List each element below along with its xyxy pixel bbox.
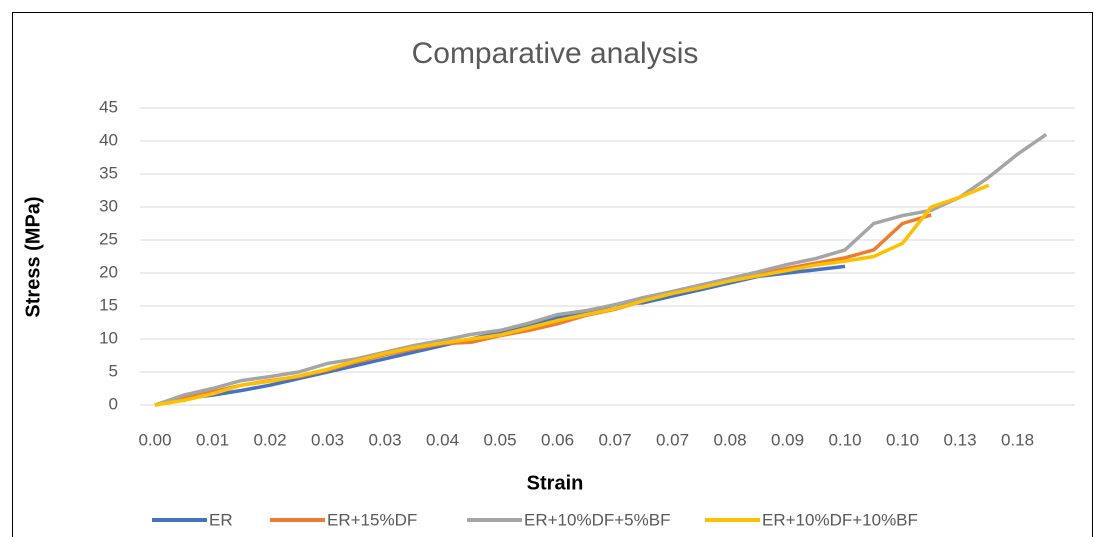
y-tick-label: 15 xyxy=(99,295,118,314)
legend-label: ER xyxy=(209,510,233,529)
x-tick-label: 0.13 xyxy=(943,430,976,449)
y-tick-label: 30 xyxy=(99,196,118,215)
y-tick-label: 40 xyxy=(99,130,118,149)
x-tick-label: 0.06 xyxy=(541,430,574,449)
legend-label: ER+10%DF+5%BF xyxy=(524,510,670,529)
x-axis-label: Strain xyxy=(527,472,584,494)
x-tick-label: 0.00 xyxy=(138,430,171,449)
x-tick-label: 0.01 xyxy=(196,430,229,449)
x-tick-label: 0.07 xyxy=(656,430,689,449)
x-tick-label: 0.08 xyxy=(713,430,746,449)
x-tick-label: 0.10 xyxy=(886,430,919,449)
y-axis-label: Stress (MPa) xyxy=(22,196,44,317)
x-tick-label: 0.10 xyxy=(828,430,861,449)
legend-label: ER+10%DF+10%BF xyxy=(762,510,918,529)
x-tick-label: 0.03 xyxy=(368,430,401,449)
x-tick-label: 0.18 xyxy=(1001,430,1034,449)
y-tick-label: 25 xyxy=(99,229,118,248)
legend-label: ER+15%DF xyxy=(327,510,417,529)
y-tick-label: 20 xyxy=(99,262,118,281)
y-tick-label: 45 xyxy=(99,97,118,116)
x-tick-label: 0.05 xyxy=(483,430,516,449)
x-tick-label: 0.03 xyxy=(311,430,344,449)
y-tick-label: 35 xyxy=(99,163,118,182)
series-line xyxy=(154,183,990,407)
x-tick-label: 0.07 xyxy=(598,430,631,449)
series-line xyxy=(154,132,1048,407)
y-tick-label: 0 xyxy=(109,394,118,413)
x-tick-label: 0.09 xyxy=(771,430,804,449)
x-tick-label: 0.04 xyxy=(426,430,459,449)
chart-title: Comparative analysis xyxy=(412,37,699,70)
chart-border xyxy=(12,12,1093,537)
y-tick-label: 5 xyxy=(109,361,118,380)
series-line xyxy=(154,264,846,407)
x-tick-label: 0.02 xyxy=(253,430,286,449)
y-tick-label: 10 xyxy=(99,328,118,347)
